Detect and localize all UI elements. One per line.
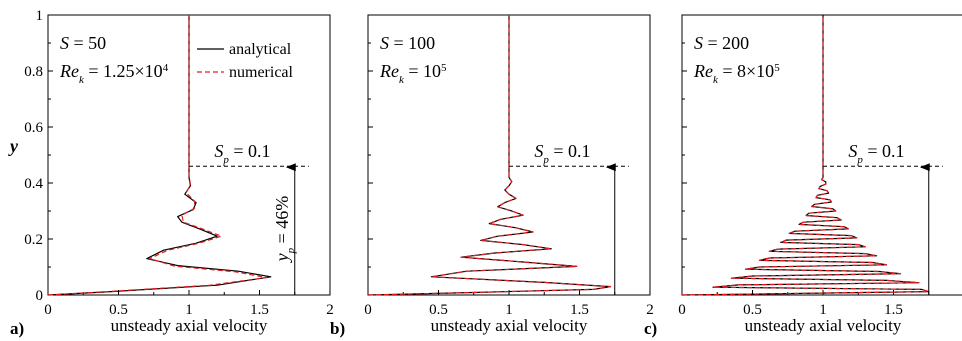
x-tick-label: 0	[44, 302, 52, 318]
x-tick-label: 2	[646, 302, 654, 318]
x-tick-label: 0.5	[743, 302, 762, 318]
y-tick-label: 0.6	[24, 120, 43, 136]
x-axis-label: unsteady axial velocity	[431, 316, 588, 335]
param-s: S = 200	[694, 33, 749, 53]
x-tick-label: 0.5	[109, 302, 128, 318]
param-s: S = 50	[60, 33, 106, 53]
x-tick-label: 2	[326, 302, 334, 318]
param-re: Rek = 8×105	[693, 61, 780, 86]
yp-label: yp = 46%	[272, 196, 297, 264]
y-axis-label: y	[8, 136, 19, 156]
x-tick-label: 1	[505, 302, 513, 318]
series-line-numerical	[47, 15, 268, 296]
legend-label-numerical: numerical	[229, 64, 294, 81]
x-tick-label: 1.5	[884, 302, 903, 318]
y-tick-label: 0.2	[24, 232, 43, 248]
panel-label: a)	[10, 319, 24, 338]
series-line-analytical	[47, 15, 272, 296]
x-axis-label: unsteady axial velocity	[745, 316, 902, 335]
x-tick-label: 1.5	[250, 302, 269, 318]
x-tick-label: 0	[364, 302, 372, 318]
y-tick-label: 0	[36, 288, 44, 304]
x-tick-label: 1.5	[570, 302, 589, 318]
x-axis-label: unsteady axial velocity	[111, 316, 268, 335]
y-tick-label: 1	[36, 8, 44, 24]
sp-label: Sp = 0.1	[848, 141, 904, 166]
param-s: S = 100	[380, 33, 435, 53]
param-re: Rek = 105	[379, 61, 447, 86]
panel-label: c)	[644, 319, 657, 338]
sp-label: Sp = 0.1	[534, 141, 590, 166]
y-tick-label: 0.4	[24, 176, 43, 192]
x-tick-label: 0	[678, 302, 686, 318]
legend-label-analytical: analytical	[229, 41, 292, 58]
series-line-numerical	[367, 15, 612, 296]
x-tick-label: 0.5	[429, 302, 448, 318]
panel-label: b)	[330, 319, 345, 338]
x-tick-label: 1	[819, 302, 827, 318]
chart-panel-2: 0 0.5 1 1.5 2 unsteady axial velocity b) Sp = 0…	[330, 14, 654, 338]
sp-label: Sp = 0.1	[214, 141, 270, 166]
y-tick-label: 0.8	[24, 64, 43, 80]
series-line-numerical	[681, 15, 930, 296]
x-tick-label: 1	[185, 302, 193, 318]
legend: analytical numerical	[197, 41, 294, 81]
param-re: Rek = 1.25×104	[59, 61, 169, 86]
